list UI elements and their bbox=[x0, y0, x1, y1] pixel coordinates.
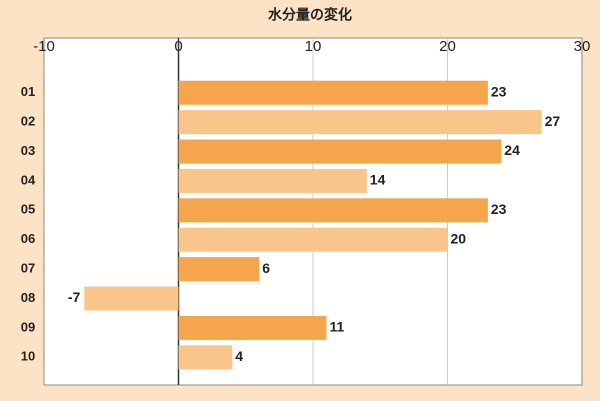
y-tick-label: 03 bbox=[21, 143, 35, 158]
chart-title: 水分量の変化 bbox=[268, 7, 352, 23]
y-tick-label: 10 bbox=[21, 349, 35, 364]
value-label: 23 bbox=[491, 83, 507, 99]
value-label: 27 bbox=[545, 113, 561, 129]
bar bbox=[178, 168, 367, 193]
y-tick-label: 07 bbox=[21, 261, 35, 276]
value-label: 23 bbox=[491, 201, 507, 217]
bar bbox=[84, 286, 179, 311]
y-tick-label: 09 bbox=[21, 319, 35, 334]
value-label: 11 bbox=[329, 319, 344, 335]
y-tick-label: 01 bbox=[21, 84, 35, 99]
value-label: 4 bbox=[235, 348, 243, 364]
bar bbox=[178, 198, 488, 223]
bar bbox=[178, 110, 542, 135]
bar bbox=[178, 315, 327, 340]
x-tick-label: 30 bbox=[574, 38, 591, 55]
bar bbox=[178, 345, 233, 370]
value-label: 6 bbox=[262, 260, 270, 276]
y-tick-label: 08 bbox=[21, 290, 35, 305]
value-label: 20 bbox=[451, 230, 467, 246]
y-tick-label: 06 bbox=[21, 231, 35, 246]
bar bbox=[178, 80, 488, 105]
value-label: -7 bbox=[68, 289, 81, 305]
bar bbox=[178, 139, 502, 164]
y-tick-label: 02 bbox=[21, 114, 35, 129]
bar bbox=[178, 257, 260, 282]
bar bbox=[178, 227, 448, 252]
value-label: 24 bbox=[504, 142, 520, 158]
y-tick-label: 05 bbox=[21, 202, 35, 217]
x-tick-label: -10 bbox=[33, 38, 55, 55]
value-label: 14 bbox=[370, 172, 386, 188]
y-tick-label: 04 bbox=[21, 172, 36, 187]
